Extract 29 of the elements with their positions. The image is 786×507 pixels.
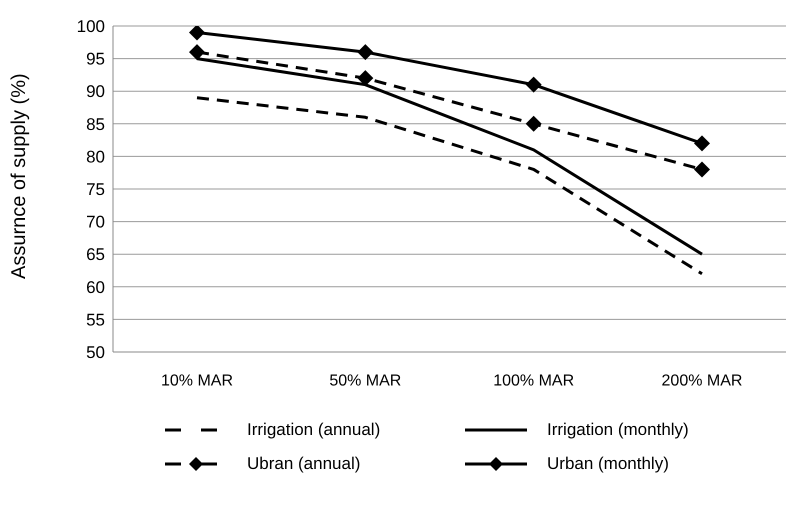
point — [526, 76, 542, 93]
x-tick-label: 100% MAR — [493, 372, 574, 390]
legend-label: Ubran (annual) — [247, 454, 360, 474]
point — [694, 135, 710, 152]
y-tick-label: 90 — [86, 82, 105, 102]
y-tick-label: 75 — [86, 180, 105, 200]
y-tick-label: 65 — [86, 245, 105, 264]
legend-label: Irrigation (monthly) — [547, 420, 689, 440]
y-tick-label: 60 — [86, 278, 105, 297]
point — [357, 44, 374, 60]
y-tick-label: 55 — [86, 310, 105, 330]
line-series — [196, 96, 704, 276]
x-tick-label: 50% MAR — [329, 372, 402, 390]
y-axis-title: Assurnce of supply (%) — [8, 73, 30, 279]
y-tick-label: 85 — [86, 114, 105, 134]
x-tick-label: 200% MAR — [662, 372, 742, 390]
legend-label: Urban (monthly) — [547, 454, 669, 474]
y-tick-label: 80 — [86, 147, 105, 166]
y-tick-label: 100 — [76, 17, 105, 36]
x-tick-label: 10% MAR — [160, 372, 234, 390]
point — [189, 26, 205, 41]
point — [357, 70, 374, 86]
point — [189, 44, 205, 60]
point — [694, 161, 710, 178]
y-tick-label: 50 — [86, 343, 105, 362]
point — [526, 116, 542, 132]
y-tick-label: 70 — [86, 212, 105, 232]
y-tick-label: 95 — [86, 50, 105, 69]
legend-label: Irrigation (annual) — [247, 420, 380, 440]
